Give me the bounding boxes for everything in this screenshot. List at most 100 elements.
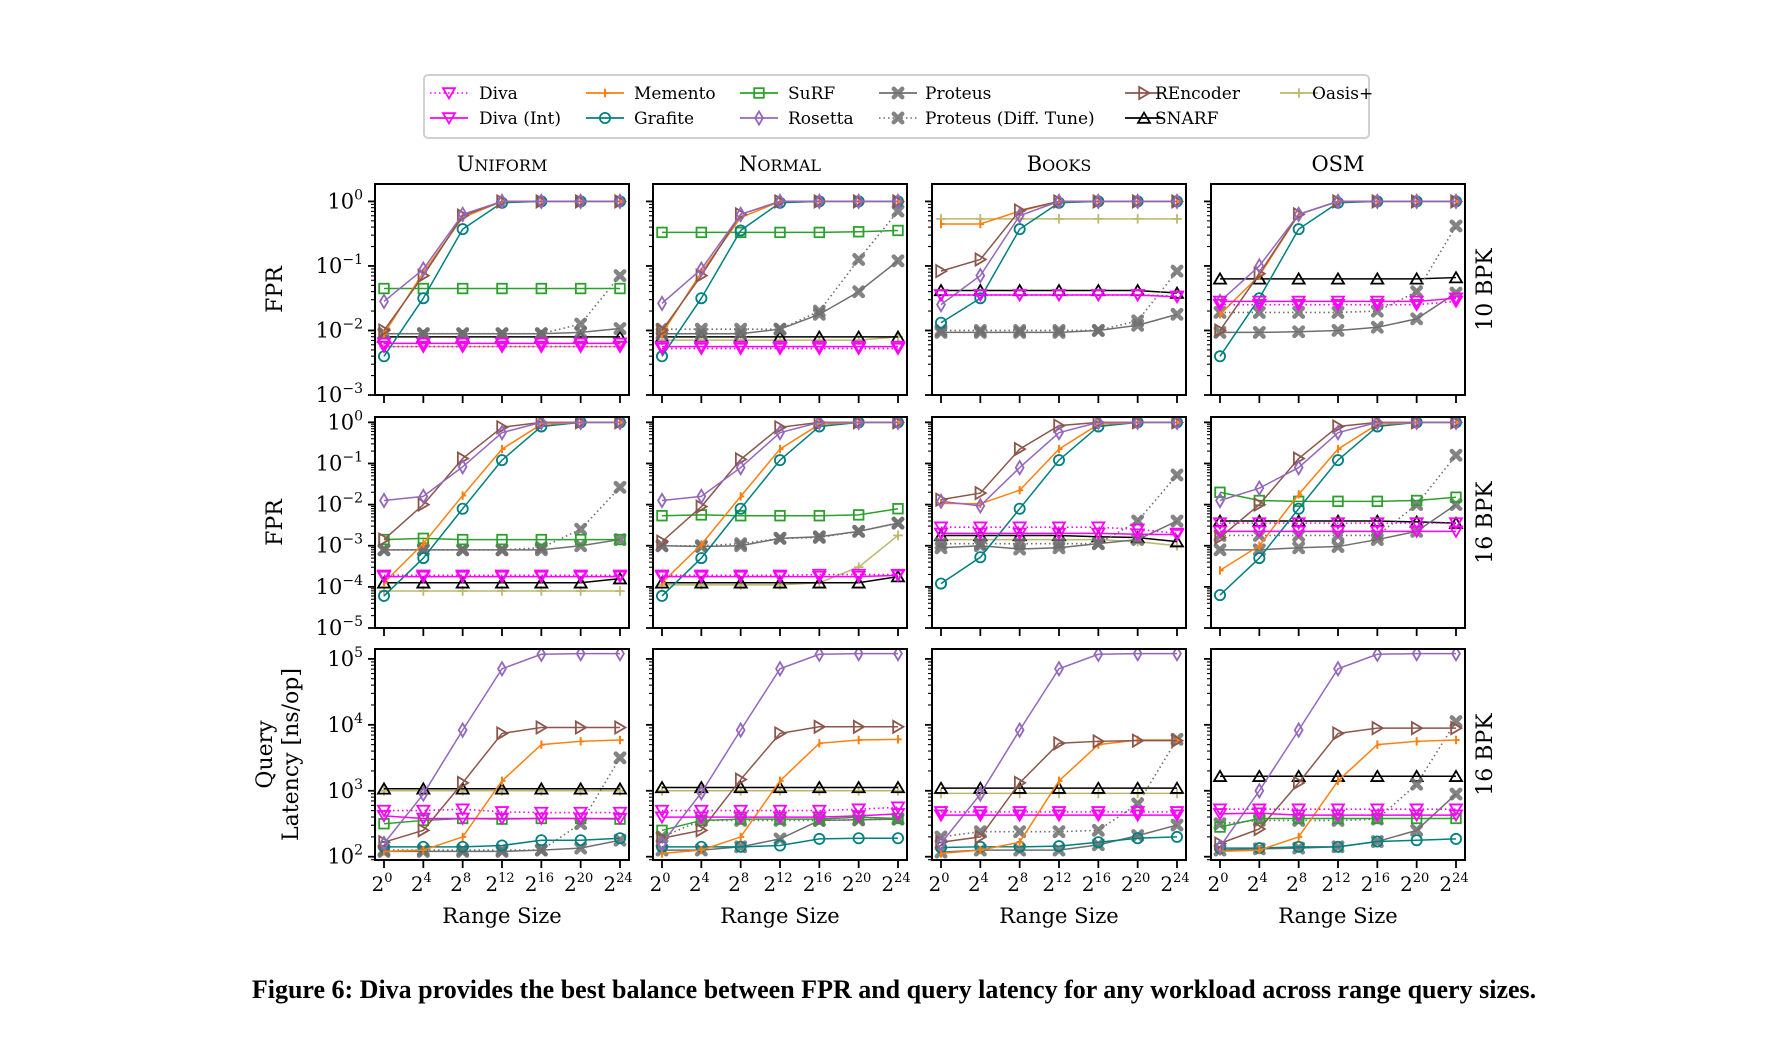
data-point	[1410, 720, 1424, 736]
data-point	[733, 569, 749, 583]
data-point	[533, 806, 549, 820]
data-point	[1292, 305, 1306, 319]
data-point	[935, 263, 949, 279]
x-tick-label: 212	[1321, 871, 1350, 896]
data-point	[574, 834, 587, 847]
data-point	[415, 804, 431, 818]
data-point	[573, 340, 589, 354]
data-point	[973, 325, 987, 339]
data-point	[1215, 492, 1225, 509]
legend-label: Proteus (Diff. Tune)	[925, 109, 1095, 129]
data-point	[974, 292, 987, 305]
data-point	[774, 226, 786, 239]
data-point	[1291, 809, 1307, 823]
legend-marker-icon	[1138, 85, 1152, 101]
data-point	[857, 735, 863, 745]
legend-marker-icon	[754, 109, 764, 127]
data-point	[656, 226, 668, 239]
data-point	[1332, 418, 1346, 435]
data-point	[1051, 806, 1067, 820]
data-point	[1131, 318, 1145, 332]
data-point	[972, 521, 988, 535]
column-title: OSM	[1311, 152, 1364, 176]
data-point	[456, 282, 469, 295]
data-point	[379, 293, 389, 310]
data-point	[893, 193, 903, 210]
data-point	[1170, 468, 1184, 482]
data-point	[1369, 295, 1385, 309]
data-point	[774, 419, 788, 435]
data-point	[972, 289, 988, 303]
data-point	[934, 325, 948, 339]
data-point	[1093, 649, 1104, 663]
data-point	[1251, 295, 1267, 309]
y-tick-label: 100	[327, 187, 363, 213]
data-point	[536, 417, 547, 431]
legend-item: Grafite	[586, 109, 694, 129]
data-point	[540, 740, 545, 749]
data-point	[1330, 803, 1346, 817]
series-line	[383, 726, 620, 843]
data-point	[534, 327, 548, 341]
data-point	[535, 282, 548, 295]
data-point	[533, 781, 549, 795]
data-point	[1448, 803, 1464, 817]
legend-item: Oasis+	[1280, 84, 1373, 104]
x-tick-label: 224	[881, 871, 910, 896]
data-point	[1330, 809, 1346, 823]
y-tick-label: 10−3	[316, 532, 363, 558]
data-point	[1170, 818, 1184, 832]
data-point	[1449, 219, 1463, 233]
data-point	[657, 295, 667, 312]
series-rosetta	[936, 649, 1182, 852]
data-point	[933, 780, 949, 794]
series-line	[1219, 200, 1456, 302]
data-point	[654, 342, 670, 356]
data-point	[1013, 202, 1027, 219]
data-point	[1169, 809, 1185, 823]
data-point	[533, 340, 549, 354]
data-point	[1051, 780, 1067, 794]
data-point	[1371, 495, 1384, 508]
data-point	[1450, 720, 1464, 736]
series-diva-int-	[654, 340, 906, 354]
data-point	[892, 719, 906, 735]
data-point	[379, 492, 389, 509]
data-point	[1171, 830, 1184, 843]
data-point	[940, 219, 945, 229]
y-tick-label: 100	[327, 408, 363, 434]
x-tick-label: 224	[603, 871, 632, 896]
series-oasis-	[936, 214, 1182, 224]
data-point	[422, 539, 427, 548]
data-point	[933, 809, 949, 823]
data-point	[1369, 769, 1385, 782]
data-point	[1014, 207, 1025, 224]
data-point	[1330, 295, 1346, 309]
x-tick-label: 224	[1439, 871, 1468, 896]
data-point	[775, 660, 785, 678]
data-point	[1258, 845, 1263, 855]
data-point	[733, 811, 749, 825]
series-diva	[933, 806, 1185, 820]
data-point	[1090, 809, 1106, 823]
data-point	[773, 322, 787, 336]
data-point	[1448, 517, 1464, 531]
data-point	[1410, 285, 1424, 299]
data-point	[378, 818, 390, 830]
y-tick-label: 10−3	[316, 381, 363, 407]
data-point	[811, 342, 827, 356]
data-point	[936, 835, 946, 852]
data-point	[612, 569, 628, 583]
panel-normal-row3: 20 24 28 212 216 220 224 Range Size	[646, 648, 911, 928]
data-point	[851, 810, 867, 823]
data-point	[579, 737, 585, 746]
legend-label: Rosetta	[788, 109, 854, 129]
data-point	[1251, 517, 1267, 531]
data-point	[811, 780, 827, 794]
data-point	[536, 193, 547, 210]
data-point	[496, 533, 508, 546]
data-point	[1337, 444, 1342, 454]
series-surf	[378, 532, 626, 546]
series-memento	[1219, 735, 1460, 856]
data-point	[733, 780, 749, 794]
